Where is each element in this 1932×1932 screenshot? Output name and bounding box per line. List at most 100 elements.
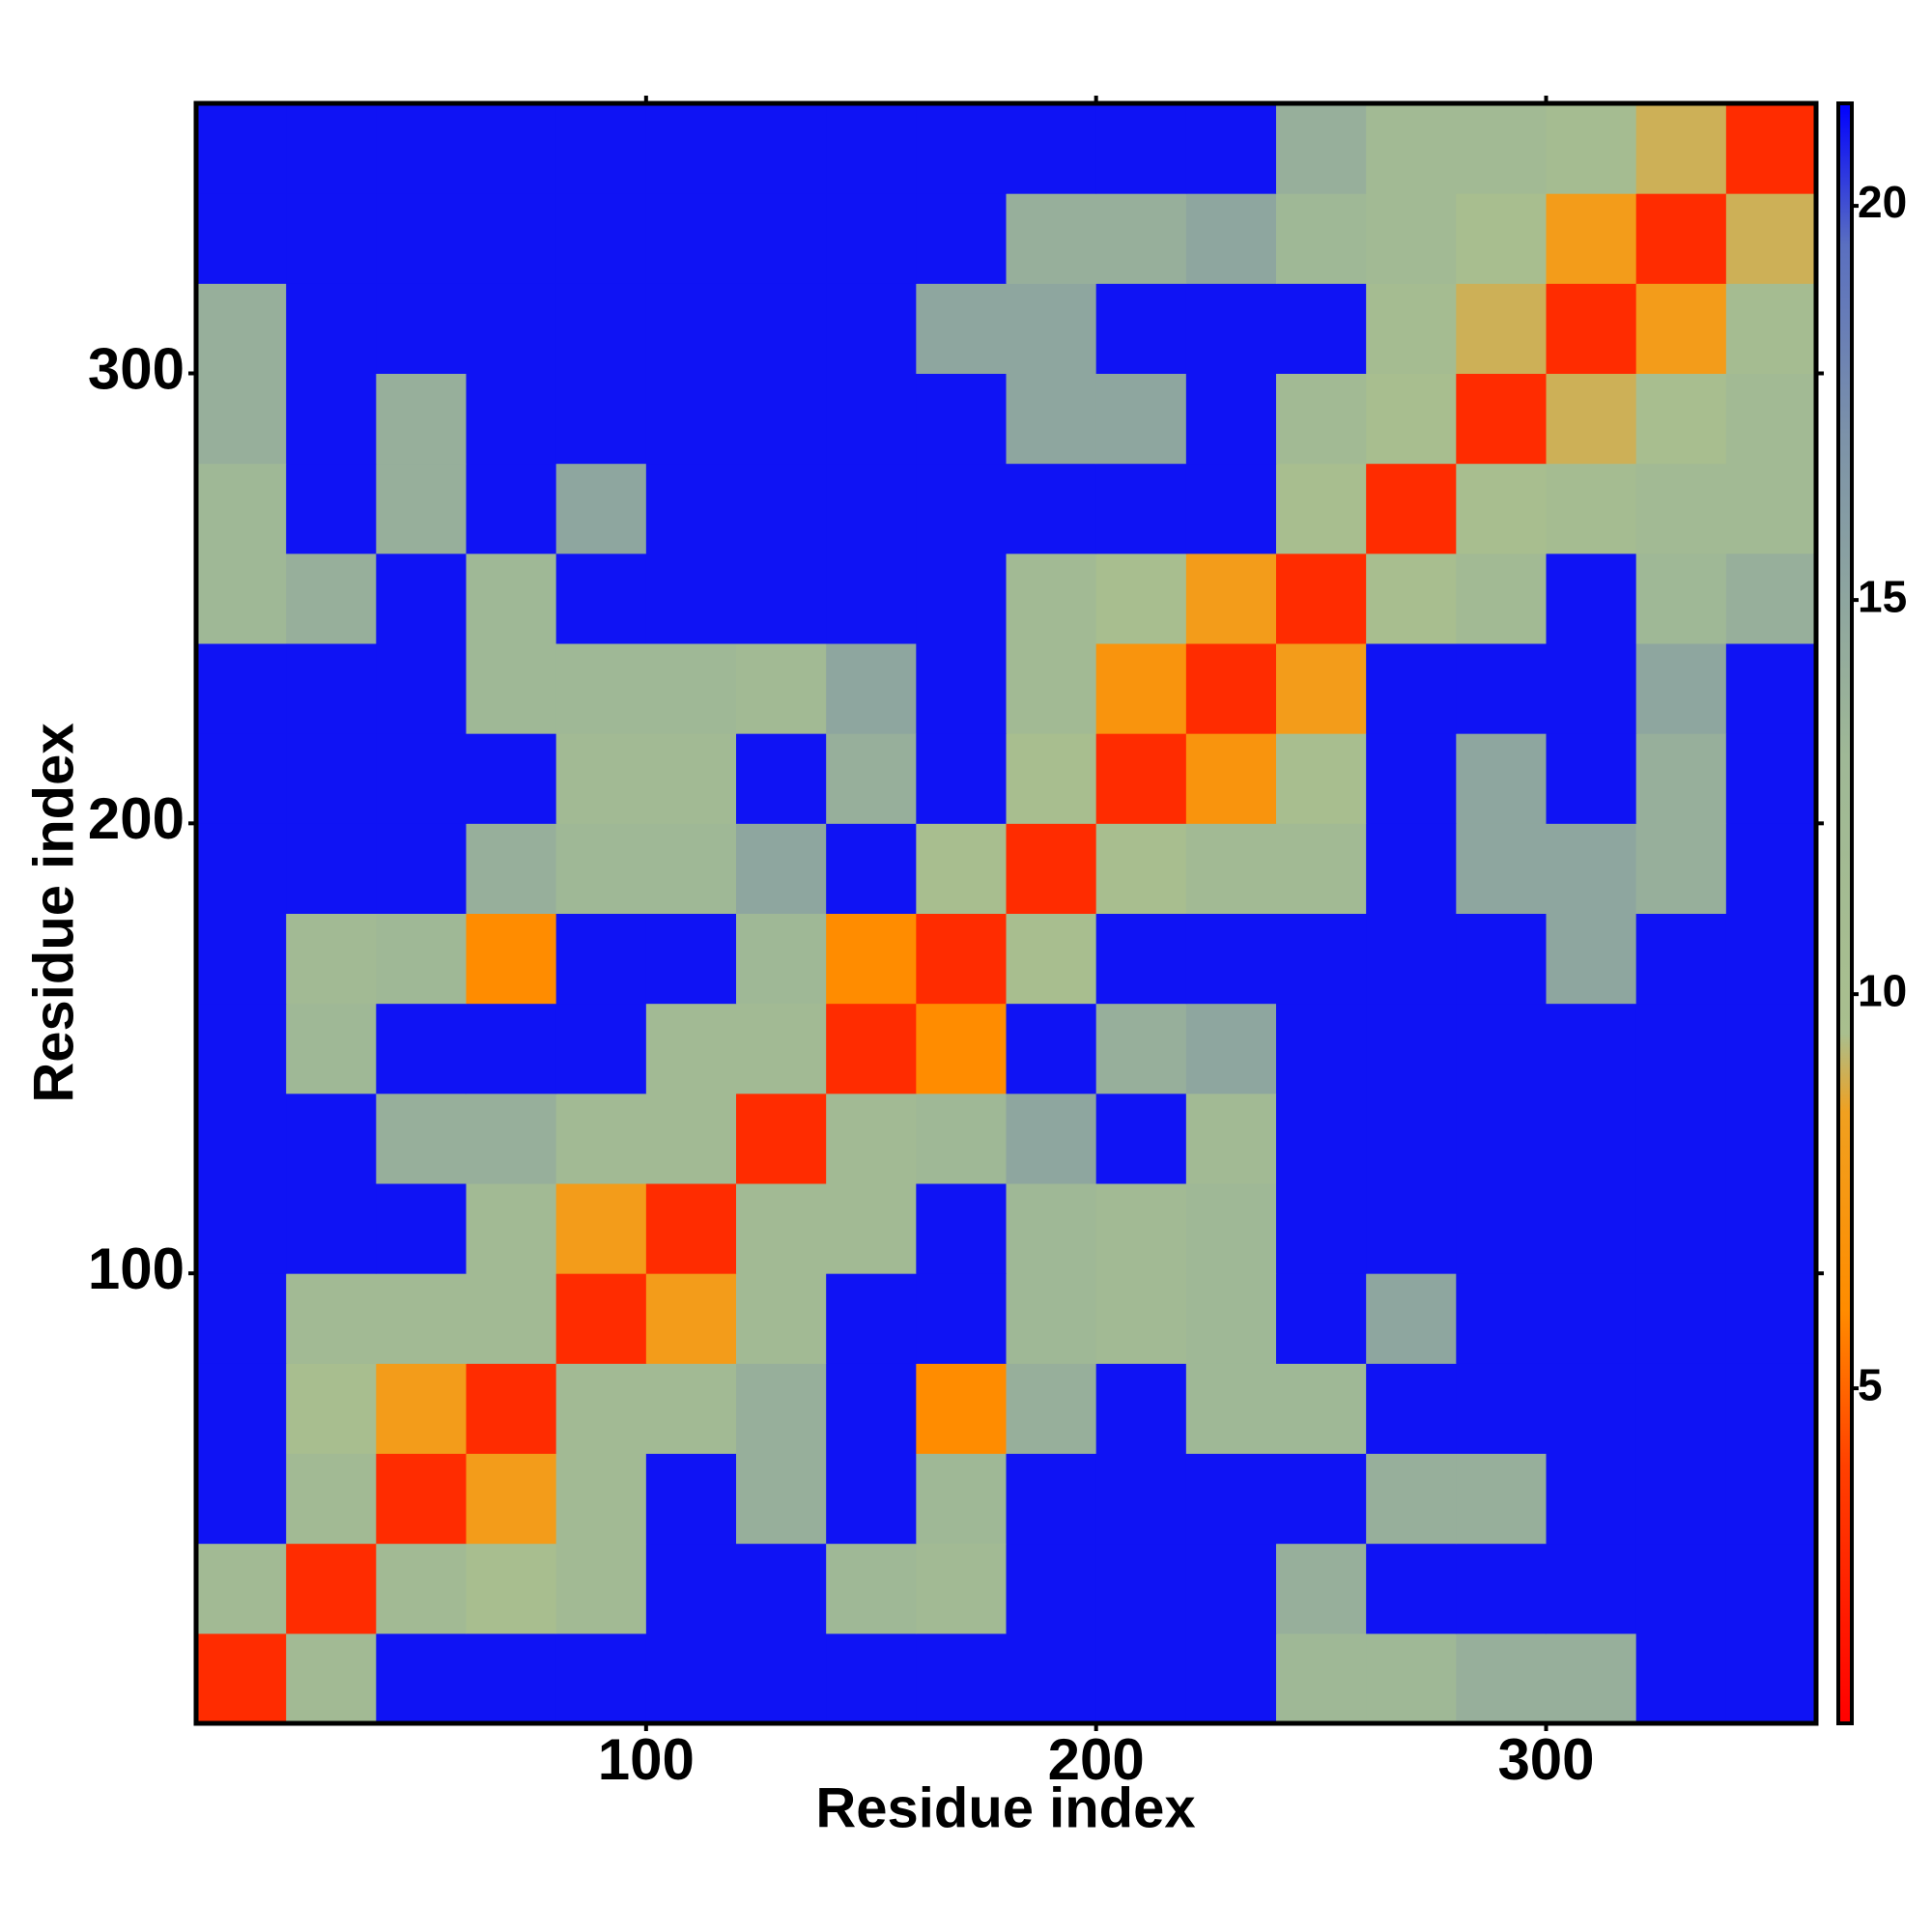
heatmap-cell — [1185, 1093, 1277, 1184]
heatmap-cell — [645, 913, 737, 1005]
heatmap-cell — [196, 103, 287, 194]
heatmap-cell — [1366, 553, 1457, 644]
heatmap-cell — [1456, 1543, 1547, 1634]
heatmap-cell — [1635, 1273, 1727, 1364]
heatmap-cell — [196, 553, 287, 644]
heatmap-cell — [1095, 1273, 1187, 1364]
heatmap-cell — [1006, 643, 1097, 734]
heatmap-cell — [555, 823, 647, 914]
heatmap-cell — [286, 733, 377, 824]
heatmap-cell — [1546, 463, 1637, 554]
heatmap-cell — [1725, 193, 1817, 284]
heatmap-cell — [736, 283, 827, 374]
heatmap-cell — [1635, 193, 1727, 284]
heatmap-cell — [826, 643, 917, 734]
heatmap-cell — [1276, 643, 1367, 734]
heatmap-cell — [376, 1093, 467, 1184]
heatmap-cell — [916, 1003, 1007, 1094]
heatmap-cell — [1276, 283, 1367, 374]
heatmap-cell — [196, 1183, 287, 1274]
heatmap-cell — [466, 463, 557, 554]
heatmap-cell — [645, 1633, 737, 1724]
heatmap-cell — [1006, 1363, 1097, 1454]
heatmap-cell — [466, 193, 557, 284]
heatmap-cell — [1546, 1453, 1637, 1545]
heatmap-cell — [1006, 103, 1097, 194]
heatmap-cell — [826, 103, 917, 194]
heatmap-cell — [196, 913, 287, 1005]
heatmap-cell — [1006, 823, 1097, 914]
heatmap-cell — [555, 913, 647, 1005]
heatmap-cell — [196, 283, 287, 374]
heatmap-cell — [1276, 1543, 1367, 1634]
heatmap-cell — [736, 553, 827, 644]
heatmap-cell — [376, 1363, 467, 1454]
heatmap-cell — [466, 733, 557, 824]
heatmap-cell — [826, 1453, 917, 1545]
heatmap-cell — [1725, 553, 1817, 644]
heatmap-cell — [1546, 1093, 1637, 1184]
heatmap-cell — [555, 1273, 647, 1364]
heatmap-cell — [286, 553, 377, 644]
heatmap-cell — [555, 373, 647, 465]
heatmap-cell — [1546, 643, 1637, 734]
heatmap-cell — [466, 283, 557, 374]
heatmap-cell — [376, 283, 467, 374]
heatmap-cell — [1095, 823, 1187, 914]
heatmap-cell — [826, 373, 917, 465]
heatmap-cell — [1276, 553, 1367, 644]
heatmap-cell — [1546, 373, 1637, 465]
heatmap-cell — [1725, 1273, 1817, 1364]
heatmap-cell — [1635, 463, 1727, 554]
heatmap-cell — [1366, 283, 1457, 374]
heatmap-cell — [1725, 1183, 1817, 1274]
heatmap-cell — [1276, 1003, 1367, 1094]
heatmap-cell — [1635, 103, 1727, 194]
heatmap-cell — [555, 1543, 647, 1634]
heatmap-cell — [1456, 733, 1547, 824]
heatmap-cell — [555, 643, 647, 734]
heatmap-cell — [826, 733, 917, 824]
heatmap-cell — [826, 1093, 917, 1184]
heatmap-cell — [736, 1273, 827, 1364]
heatmap-cell — [916, 373, 1007, 465]
heatmap-cell — [1006, 913, 1097, 1005]
heatmap-cell — [286, 283, 377, 374]
heatmap-cell — [1366, 1003, 1457, 1094]
heatmap-cell — [286, 1003, 377, 1094]
heatmap-cell — [1725, 1543, 1817, 1634]
heatmap-cell — [1725, 1633, 1817, 1724]
heatmap-cell — [286, 1093, 377, 1184]
heatmap-cell — [1456, 1453, 1547, 1545]
heatmap-cell — [1635, 733, 1727, 824]
heatmap-cell — [1546, 1273, 1637, 1364]
heatmap-cell — [555, 1363, 647, 1454]
heatmap-cell — [1276, 1093, 1367, 1184]
heatmap-cell — [1276, 823, 1367, 914]
heatmap-cell — [1276, 1633, 1367, 1724]
heatmap-cell — [1276, 373, 1367, 465]
heatmap-cell — [736, 373, 827, 465]
heatmap-cell — [645, 1363, 737, 1454]
heatmap-cell — [376, 373, 467, 465]
heatmap-cell — [1185, 1543, 1277, 1634]
heatmap-cell — [466, 1003, 557, 1094]
heatmap-cell — [1366, 1183, 1457, 1274]
heatmap-cell — [286, 463, 377, 554]
heatmap-cell — [1185, 1183, 1277, 1274]
heatmap-cell — [1006, 193, 1097, 284]
heatmap-cell — [286, 823, 377, 914]
heatmap-cell — [826, 1633, 917, 1724]
heatmap-cell — [1006, 1633, 1097, 1724]
heatmap-cell — [1635, 913, 1727, 1005]
heatmap-cell — [1725, 823, 1817, 914]
colorbar-tick-label: 10 — [1858, 965, 1907, 1015]
heatmap-cell — [1185, 733, 1277, 824]
heatmap-cell — [1366, 1093, 1457, 1184]
heatmap-cell — [466, 1183, 557, 1274]
heatmap-cell — [466, 1453, 557, 1545]
heatmap-cell — [736, 1363, 827, 1454]
heatmap-cell — [826, 1273, 917, 1364]
heatmap-cell — [1185, 193, 1277, 284]
